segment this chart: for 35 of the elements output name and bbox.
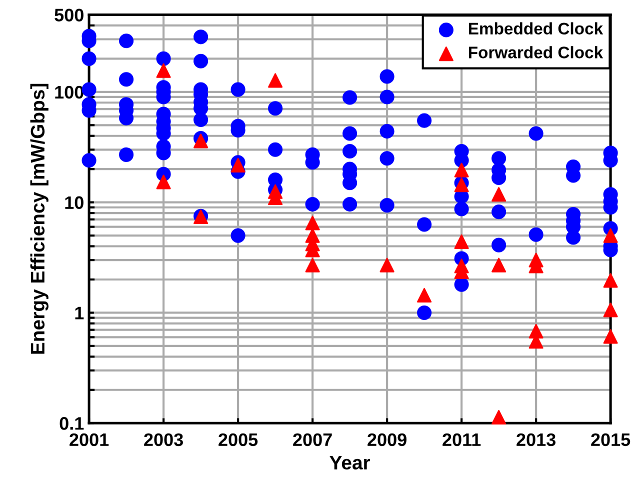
x-tick-label: 2001 — [70, 433, 109, 446]
y-tick-label: 1 — [75, 306, 84, 320]
point — [194, 134, 208, 148]
point — [603, 228, 618, 243]
point — [380, 258, 394, 272]
point — [454, 162, 469, 178]
point — [492, 258, 506, 272]
x-axis-title: Year — [330, 456, 370, 470]
point — [230, 158, 246, 172]
legend-label: Embedded Clock — [468, 22, 604, 34]
y-tick-label: 500 — [54, 8, 84, 22]
y-tick-label: 10 — [65, 196, 84, 210]
point — [417, 288, 432, 303]
x-tick-label: 2009 — [368, 433, 406, 446]
x-tick-label: 2011 — [442, 433, 481, 446]
x-tick-label: 2007 — [293, 433, 332, 446]
y-tick-label: 0.1 — [60, 417, 84, 430]
point — [268, 73, 283, 88]
point — [156, 63, 171, 78]
point — [603, 273, 618, 288]
x-tick-label: 2003 — [144, 433, 183, 446]
point — [454, 234, 469, 249]
point — [305, 216, 320, 230]
point — [492, 187, 506, 202]
point — [603, 329, 618, 344]
y-tick-label: 100 — [55, 86, 84, 99]
legend-label: Forwarded Clock — [468, 46, 604, 58]
point — [492, 410, 506, 425]
x-tick-label: 2015 — [591, 433, 630, 446]
y-axis-title: Energy Efficiency [mW/Gbps] — [30, 84, 48, 354]
point — [305, 258, 320, 272]
x-tick-label: 2005 — [218, 433, 258, 446]
x-tick-label: 2013 — [516, 433, 556, 446]
point — [156, 174, 171, 190]
point — [603, 302, 618, 318]
